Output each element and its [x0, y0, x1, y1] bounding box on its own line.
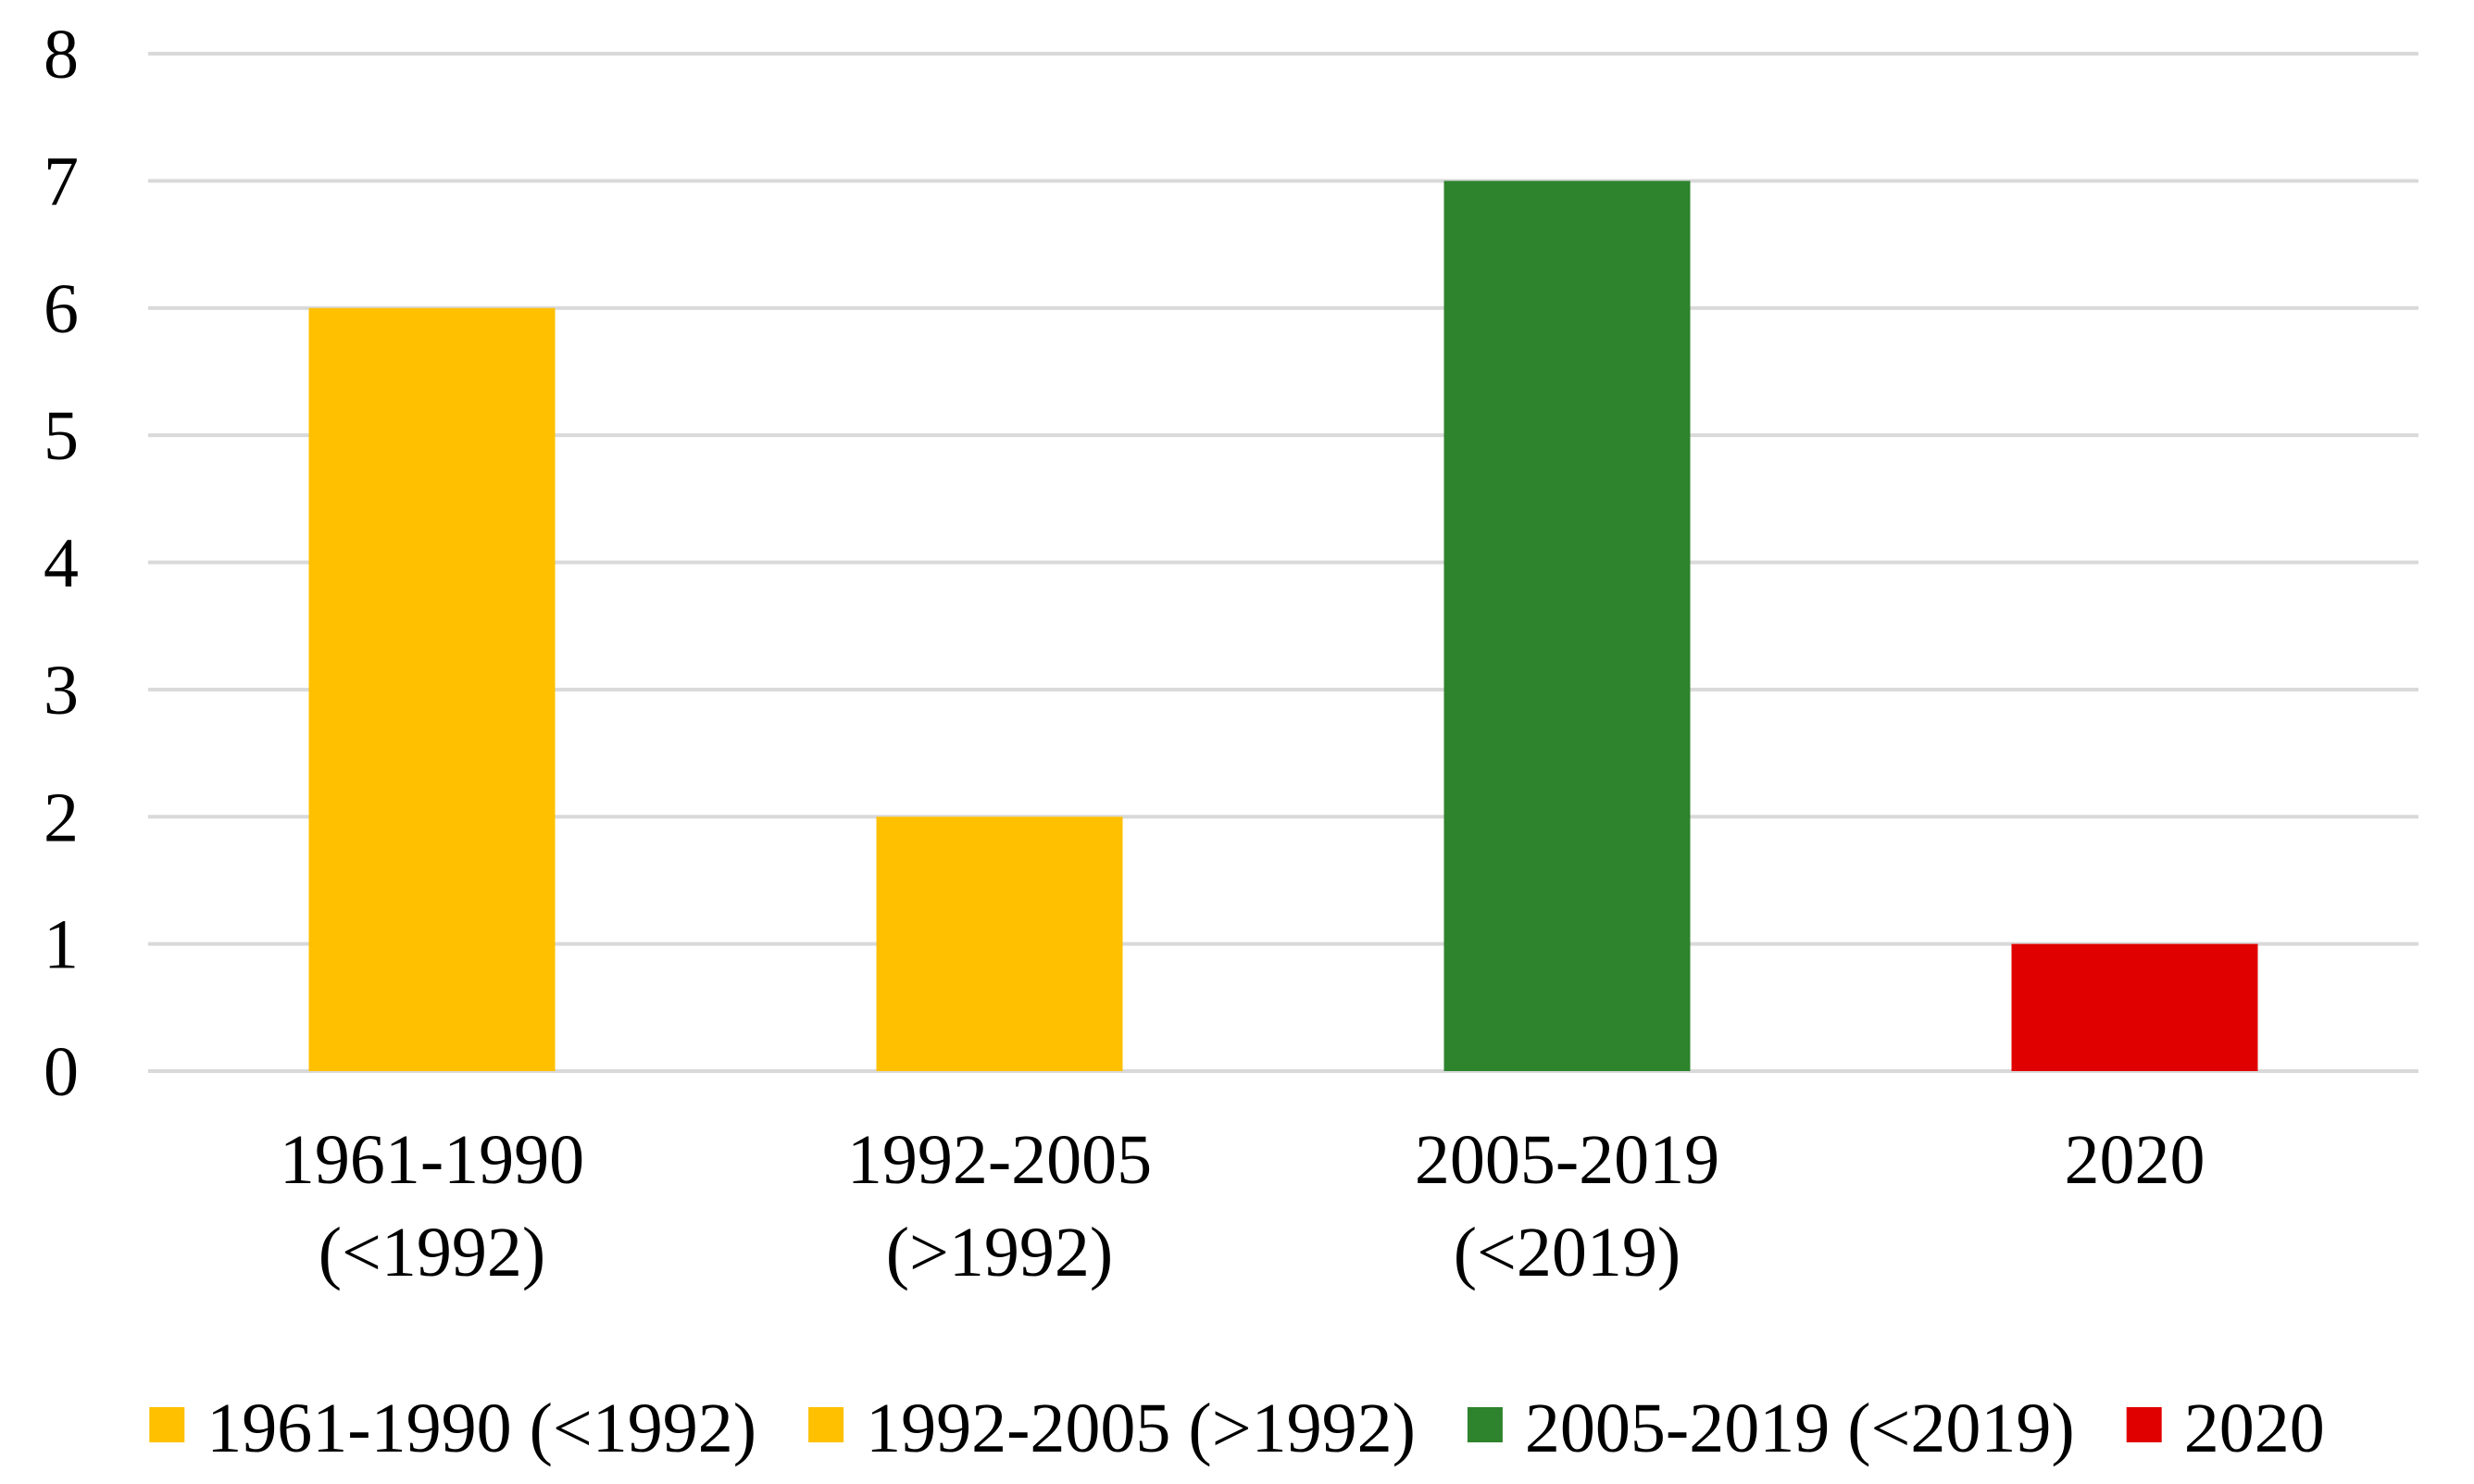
y-tick-label: 6 — [44, 270, 79, 348]
y-tick-label: 7 — [44, 143, 79, 220]
x-category-label: 2005-2019 — [1415, 1121, 1719, 1199]
legend-swatch — [808, 1407, 844, 1442]
y-tick-label: 1 — [44, 906, 79, 984]
legend-swatch — [149, 1407, 185, 1442]
x-category-label: (>1992) — [886, 1214, 1113, 1291]
x-category-label: 2020 — [2065, 1121, 2205, 1199]
x-axis-category-labels: 1961-1990 (<1992) 1992-2005 (>1992) 2005-201… — [280, 1121, 2205, 1291]
bar — [1443, 181, 1691, 1071]
bars — [308, 181, 2258, 1071]
x-category-label: 1961-1990 — [280, 1121, 584, 1199]
bar — [876, 817, 1123, 1071]
legend-label: 1961-1990 (<1992) — [206, 1390, 756, 1467]
x-category-label: 1992-2005 — [847, 1121, 1152, 1199]
y-tick-label: 4 — [44, 525, 79, 603]
legend-swatch — [1467, 1407, 1503, 1442]
legend: 1961-1990 (<1992) 1992-2005 (>1992) 2005-2… — [149, 1390, 2325, 1467]
legend-label: 2005-2019 (<2019) — [1525, 1390, 2075, 1467]
x-category-label: (<2019) — [1454, 1214, 1681, 1291]
bar — [2011, 943, 2258, 1071]
legend-label: 2020 — [2184, 1390, 2325, 1467]
bar — [308, 307, 556, 1071]
y-tick-label: 3 — [44, 652, 79, 730]
x-category-label: (<1992) — [319, 1214, 545, 1291]
y-tick-label: 8 — [44, 16, 79, 94]
y-tick-label: 5 — [44, 397, 79, 475]
y-tick-label: 2 — [44, 779, 79, 856]
y-tick-label: 0 — [44, 1033, 79, 1111]
legend-swatch — [2126, 1407, 2162, 1442]
legend-label: 1992-2005 (>1992) — [866, 1390, 1416, 1467]
y-axis-tick-labels: 0 1 2 3 4 5 6 7 8 — [44, 16, 79, 1111]
